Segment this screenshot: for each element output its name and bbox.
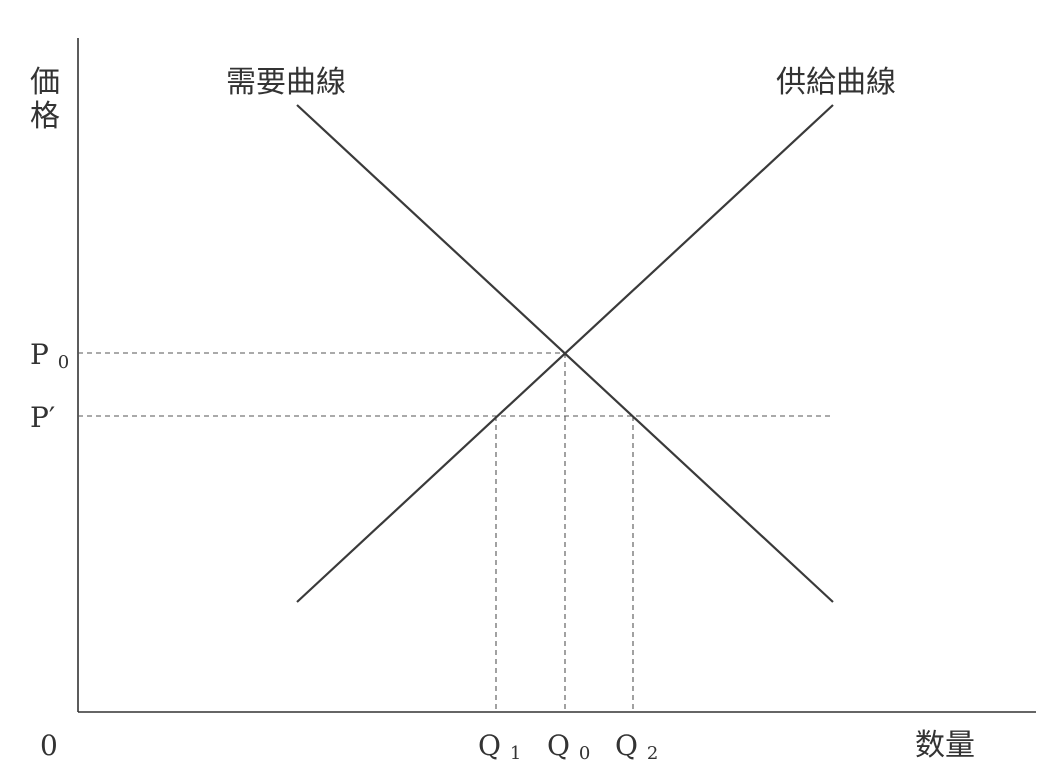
q0-label-main: Q bbox=[547, 729, 570, 762]
q1-label-subscript: 1 bbox=[510, 743, 521, 764]
p-prime-label-main: P′ bbox=[30, 401, 55, 434]
q0-label-subscript: 0 bbox=[579, 743, 590, 764]
q0-label: Q 0 bbox=[547, 729, 590, 764]
p0-label-main: P bbox=[30, 338, 49, 371]
q2-label: Q 2 bbox=[615, 729, 658, 764]
q2-label-subscript: 2 bbox=[647, 743, 658, 764]
y-axis-label-char-1: 価 bbox=[30, 65, 60, 100]
p-prime-label: P′ bbox=[30, 401, 55, 434]
q1-label-main: Q bbox=[478, 729, 501, 762]
p0-label-subscript: 0 bbox=[58, 352, 69, 373]
y-axis-label-char-2: 格 bbox=[30, 99, 60, 134]
p0-label: P 0 bbox=[30, 338, 69, 373]
q1-label: Q 1 bbox=[478, 729, 521, 764]
supply-curve bbox=[296, 104, 834, 603]
demand-curve-label: 需要曲線 bbox=[226, 65, 346, 100]
q2-label-main: Q bbox=[615, 729, 638, 762]
supply-curve-label: 供給曲線 bbox=[776, 65, 896, 100]
x-axis-label: 数量 bbox=[915, 728, 975, 763]
origin-label: 0 bbox=[40, 729, 58, 762]
